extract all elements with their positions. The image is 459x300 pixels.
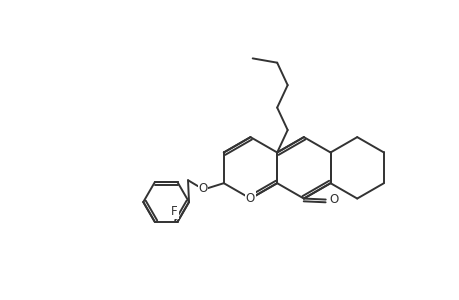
- Text: O: O: [198, 182, 207, 195]
- Text: O: O: [245, 192, 255, 205]
- Text: O: O: [328, 193, 337, 206]
- Text: F: F: [171, 205, 178, 218]
